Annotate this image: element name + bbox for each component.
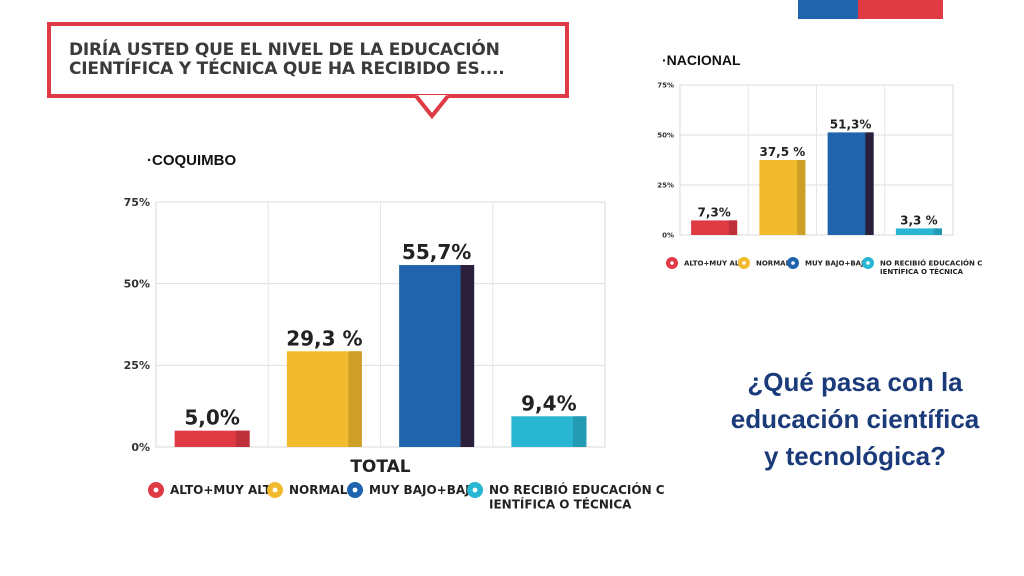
question-text: Diría usted que el nivel de la educación… [69, 40, 505, 79]
bar-value-label: 37,5 % [759, 145, 805, 159]
bar-side [348, 351, 362, 447]
y-tick-label: 25% [124, 359, 150, 372]
legend-dot-center [272, 487, 278, 493]
y-tick-label: 75% [657, 81, 674, 89]
legend-label: MUY BAJO+BAJO [805, 259, 870, 267]
bottom-question: ¿Qué pasa con la educación científica y … [730, 367, 980, 471]
legend-dot-center [866, 261, 870, 265]
legend-label: MUY BAJO+BAJO [369, 483, 480, 497]
bar-side [460, 265, 475, 447]
bar-side [865, 132, 874, 235]
bar [895, 228, 942, 235]
legend-dot-center [352, 487, 358, 493]
legend-label: ALTO+MUY ALTO [684, 259, 749, 267]
flag-blue-stripe [798, 0, 858, 19]
legend-label: NORMAL [289, 483, 348, 497]
legend-dot-center [742, 261, 746, 265]
coquimbo-label: ·COQUIMBO [147, 152, 237, 169]
bar-value-label: 9,4% [521, 391, 576, 415]
bar [691, 220, 738, 235]
y-tick-label: 25% [657, 181, 674, 189]
legend-dot-center [791, 261, 795, 265]
bar-side [572, 416, 587, 447]
bar-side [728, 220, 738, 235]
bar [174, 430, 250, 447]
bar-value-label: 3,3 % [900, 213, 937, 227]
flag-red-stripe [858, 0, 943, 19]
legend-label: NORMAL [756, 259, 791, 267]
bar-value-label: 7,3% [697, 205, 730, 219]
bar-side [797, 160, 806, 235]
bar-side [933, 228, 942, 235]
x-axis-label: TOTAL [350, 457, 410, 477]
legend-dot-center [670, 261, 674, 265]
bar-value-label: 55,7% [402, 240, 471, 264]
y-tick-label: 0% [131, 441, 150, 454]
nacional-label: ·NACIONAL [662, 52, 741, 68]
bar-value-label: 51,3% [830, 117, 872, 131]
bar-side [236, 430, 250, 447]
legend-dot-center [153, 487, 159, 493]
callout-pointer [414, 94, 450, 120]
legend-label: NO RECIBIÓ EDUCACIÓN C IENTÍFICA O TÉCNIC… [489, 482, 665, 511]
y-tick-label: 0% [662, 231, 674, 239]
question-callout: Diría usted que el nivel de la educación… [47, 22, 569, 98]
bar-value-label: 5,0% [184, 406, 239, 430]
y-tick-label: 50% [657, 131, 674, 139]
bar-value-label: 29,3 % [286, 326, 362, 350]
legend-label: ALTO+MUY ALTO [170, 483, 281, 497]
legend-dot-center [472, 487, 478, 493]
legend-label: NO RECIBIÓ EDUCACIÓN C IENTÍFICA O TÉCNIC… [880, 258, 982, 275]
coquimbo-chart: 0% 25% 50% 75% 5,0% 29,3 % 55,7% 9,4% TOTAL ALTO+… [124, 196, 665, 512]
y-tick-label: 50% [124, 278, 150, 291]
nacional-chart: 0% 25% 50% 75% 7,3% 37,5 % 51,3% 3,3 % ALTO+MUY … [657, 81, 982, 275]
y-tick-label: 75% [124, 196, 150, 209]
